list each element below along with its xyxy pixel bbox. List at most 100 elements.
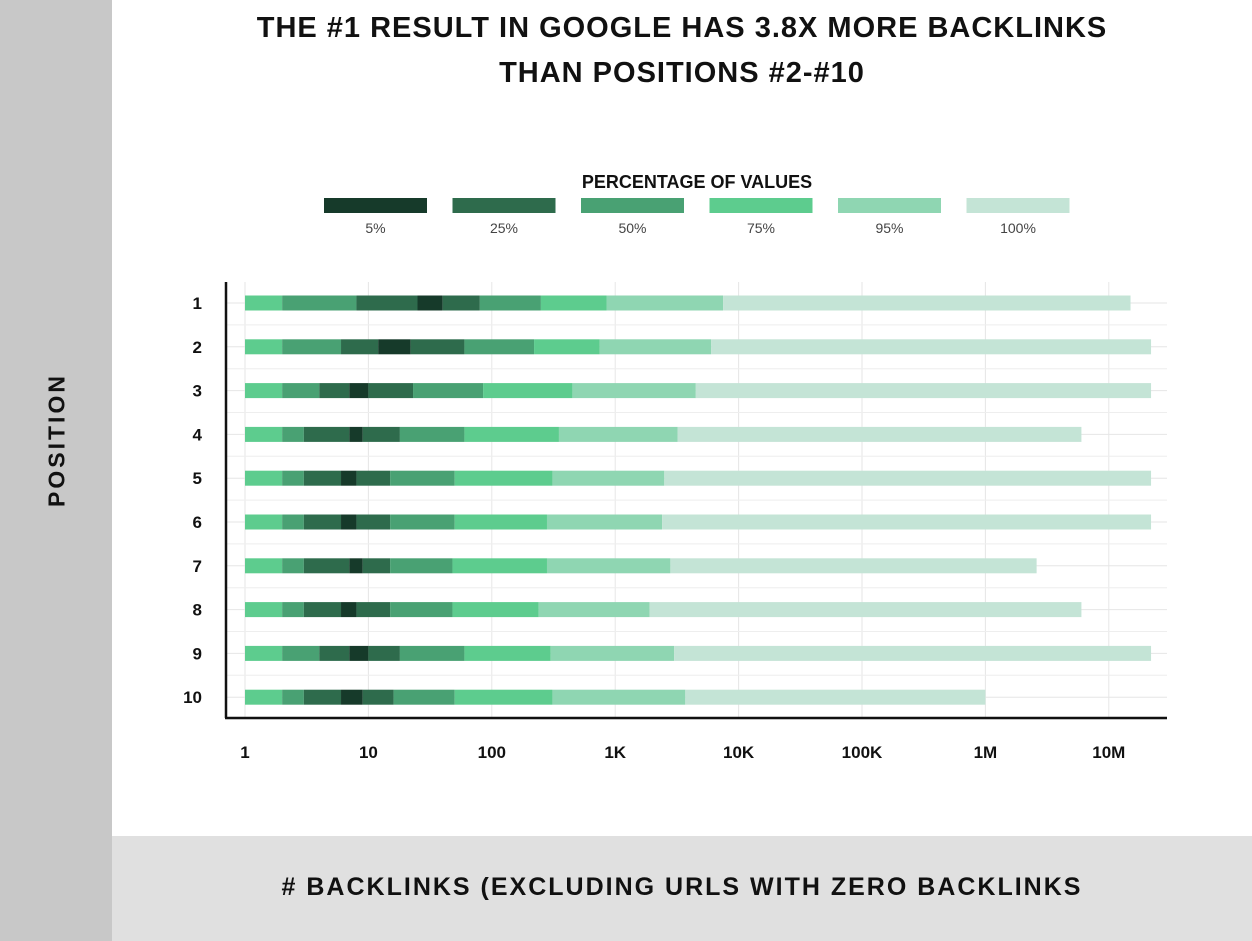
bar-segment <box>303 558 350 574</box>
chart-title: THE #1 RESULT IN GOOGLE HAS 3.8X MORE BA… <box>112 6 1252 96</box>
bar-segment <box>390 558 453 574</box>
legend: 5% 25% 50% 75% 95% 100% <box>324 198 1070 236</box>
bar-segment <box>550 645 675 661</box>
y-tick-label: 5 <box>193 469 202 488</box>
bottom-band <box>112 836 1252 941</box>
bar-segment <box>349 645 369 661</box>
bar-segment <box>546 514 663 530</box>
bar-segment <box>245 339 283 355</box>
y-category-labels: 1 2 3 4 5 6 7 8 9 10 <box>183 294 202 707</box>
bar-segment <box>245 383 283 399</box>
bar-segment <box>552 689 686 705</box>
bar-segment <box>399 645 465 661</box>
bar-segment <box>319 645 350 661</box>
chart-title-line-1: THE #1 RESULT IN GOOGLE HAS 3.8X MORE BA… <box>256 12 1108 44</box>
bar-segment <box>464 426 559 442</box>
x-tick-label: 10M <box>1092 743 1125 762</box>
bar-segment <box>362 558 391 574</box>
bar-segment <box>723 295 1131 311</box>
bar-segment <box>695 383 1152 399</box>
bar-segment <box>282 514 304 530</box>
y-tick-label: 3 <box>193 382 202 401</box>
bar-segment <box>483 383 573 399</box>
left-band <box>0 0 112 941</box>
legend-swatch <box>709 198 813 213</box>
bar-segment <box>454 514 547 530</box>
bar-segment <box>662 514 1152 530</box>
bar-segment <box>282 426 304 442</box>
bar-segment <box>552 470 665 486</box>
bars <box>245 295 1152 705</box>
x-tick-label: 10 <box>359 743 378 762</box>
bar-segment <box>399 426 465 442</box>
bar-segment <box>341 470 357 486</box>
bar-segment <box>282 339 342 355</box>
bar-segment <box>454 470 553 486</box>
bar-segment <box>282 689 304 705</box>
bar-segment <box>245 514 283 530</box>
y-tick-label: 2 <box>193 338 202 357</box>
y-tick-label: 6 <box>193 513 202 532</box>
legend-label: 75% <box>747 220 775 236</box>
x-tick-label: 10K <box>723 743 755 762</box>
y-tick-label: 4 <box>193 425 203 444</box>
legend-swatch <box>581 198 684 213</box>
y-tick-label: 9 <box>193 644 202 663</box>
bar-segment <box>410 339 465 355</box>
legend-title: PERCENTAGE OF VALUES <box>582 172 812 192</box>
bar-segment <box>245 645 283 661</box>
bar-segment <box>362 426 400 442</box>
bar-segment <box>534 339 600 355</box>
bar-segment <box>245 602 283 618</box>
bar-segment <box>362 689 394 705</box>
legend-label: 95% <box>875 220 903 236</box>
x-axis-label: # BACKLINKS (EXCLUDING URLS WITH ZERO BA… <box>281 873 1083 901</box>
legend-swatch <box>966 198 1070 213</box>
bar-segment <box>452 602 539 618</box>
legend-swatch <box>838 198 941 213</box>
bar-segment <box>442 295 480 311</box>
bar-segment <box>356 470 391 486</box>
bar-segment <box>599 339 712 355</box>
bar-segment <box>282 645 320 661</box>
bar-segment <box>349 558 363 574</box>
legend-label: 25% <box>490 220 518 236</box>
bar-segment <box>390 470 455 486</box>
bar-segment <box>393 689 455 705</box>
bar-segment <box>282 383 320 399</box>
bar-segment <box>341 602 357 618</box>
bar-segment <box>606 295 724 311</box>
bar-segment <box>390 602 453 618</box>
bar-segment <box>390 514 455 530</box>
bar-segment <box>356 602 391 618</box>
x-tick-label: 1K <box>604 743 626 762</box>
bar-segment <box>413 383 484 399</box>
bar-segment <box>349 383 369 399</box>
bar-segment <box>245 295 283 311</box>
bar-segment <box>245 426 283 442</box>
legend-label: 100% <box>1000 220 1036 236</box>
bar-segment <box>378 339 411 355</box>
y-tick-label: 8 <box>193 601 202 620</box>
bar-segment <box>464 339 535 355</box>
y-tick-label: 10 <box>183 688 202 707</box>
bar-segment <box>685 689 986 705</box>
bar-segment <box>341 514 357 530</box>
bar-segment <box>282 602 304 618</box>
bar-segment <box>479 295 541 311</box>
bar-segment <box>245 558 283 574</box>
bar-segment <box>282 295 357 311</box>
y-tick-label: 7 <box>193 557 202 576</box>
bar-segment <box>546 558 671 574</box>
bar-segment <box>356 295 418 311</box>
bar-segment <box>368 645 400 661</box>
bar-segment <box>368 383 414 399</box>
bar-segment <box>572 383 696 399</box>
bar-segment <box>245 689 283 705</box>
x-tick-label: 1 <box>240 743 249 762</box>
bar-segment <box>282 470 304 486</box>
bar-segment <box>558 426 678 442</box>
bar-segment <box>677 426 1082 442</box>
bar-segment <box>674 645 1152 661</box>
